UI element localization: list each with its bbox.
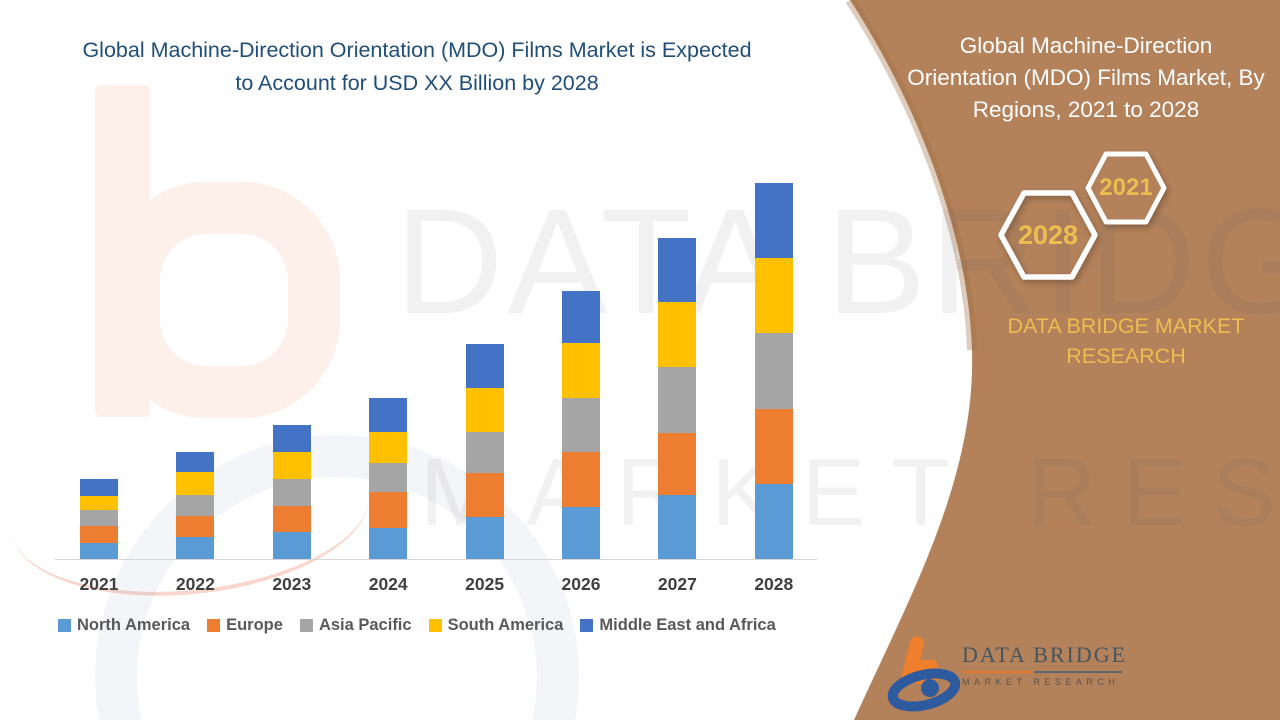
bar-segment-asia-pacific [754,333,793,409]
legend-item-south-america: South America [428,616,564,635]
legend-item-asia-pacific: Asia Pacific [299,616,412,635]
bar-segment-asia-pacific [369,463,408,492]
bar-segment-middle-east-and-africa [369,398,408,432]
bar-segment-south-america [176,472,215,495]
bar-2026 [562,291,600,559]
legend-label: North America [77,616,191,634]
legend-label: Middle East and Africa [599,616,776,634]
bar-2023 [272,425,311,559]
bar-segment-europe [658,433,697,495]
databridge-logo-icon [887,636,960,712]
legend-label: Europe [226,616,283,634]
bar-segment-middle-east-and-africa [176,452,215,472]
hexagon-2021-label: 2021 [1099,174,1153,201]
x-tick-2027: 2027 [657,574,697,594]
bar-segment-europe [562,452,600,507]
chart-title: Global Machine-Direction Orientation (MD… [82,38,752,96]
bar-segment-north-america [562,507,600,559]
hexagon-2028-label: 2028 [1017,219,1079,250]
legend-label: South America [447,616,564,634]
legend-swatch-icon [428,619,442,632]
brand-text: DATA BRIDGE MARKET RESEARCH [1007,314,1245,369]
legend-item-europe: Europe [207,616,283,635]
bar-segment-middle-east-and-africa [562,291,600,343]
bar-2027 [658,238,697,559]
bar-segment-asia-pacific [80,510,118,526]
panel-title: Global Machine-Direction Orientation (MD… [907,33,1265,122]
bar-2028 [754,183,793,559]
x-tick-2023: 2023 [272,574,312,594]
bar-segment-europe [754,409,793,484]
x-tick-2021: 2021 [79,574,119,594]
legend-swatch-icon [207,619,221,632]
x-tick-2022: 2022 [175,574,215,594]
bar-segment-asia-pacific [658,367,697,433]
logo-divider [962,671,1122,673]
logo-name: DATA BRIDGE [962,642,1128,667]
bar-segment-asia-pacific [176,495,215,516]
bar-segment-middle-east-and-africa [658,238,697,302]
bar-segment-south-america [754,258,793,333]
x-tick-2026: 2026 [561,574,601,594]
bar-segment-middle-east-and-africa [272,425,311,452]
x-axis-line [55,559,817,560]
bar-segment-europe [176,516,215,537]
x-tick-2024: 2024 [368,574,408,594]
bar-segment-middle-east-and-africa [80,479,118,496]
x-tick-2025: 2025 [465,574,505,594]
databridge-logo: DATA BRIDGE MARKET RESEARCH [886,632,1136,714]
bar-segment-europe [80,526,118,543]
bar-segment-asia-pacific [465,432,504,473]
bar-segment-asia-pacific [272,479,311,506]
bar-segment-south-america [658,302,697,367]
bar-segment-middle-east-and-africa [465,344,504,388]
bar-2024 [369,398,408,559]
bar-segment-south-america [80,496,118,510]
bar-segment-north-america [754,484,793,559]
bar-segment-south-america [465,388,504,432]
bar-segment-north-america [465,517,504,559]
bar-2022 [176,452,215,559]
legend-item-north-america: North America [58,616,190,635]
bar-segment-north-america [658,495,697,559]
legend-swatch-icon [299,619,313,632]
chart-legend: North America Europe Asia Pacific South Ame… [58,616,776,635]
bar-segment-middle-east-and-africa [754,183,793,258]
bar-segment-europe [272,506,311,532]
databridge-logo-text: DATA BRIDGE MARKET RESEARCH [962,642,1132,687]
legend-swatch-icon [58,619,71,632]
x-tick-2028: 2028 [754,574,794,594]
bar-segment-north-america [176,537,215,559]
bar-segment-north-america [272,532,311,559]
bar-2025 [465,344,504,559]
legend-swatch-icon [580,619,594,632]
hexagon-badge-2021: 2021 [1085,151,1167,225]
bar-segment-south-america [369,432,408,463]
bar-segment-north-america [80,543,118,559]
bar-segment-south-america [272,452,311,479]
bar-segment-asia-pacific [562,398,600,452]
bar-2021 [80,479,118,559]
hexagon-badge-2028: 2028 [998,190,1098,280]
bar-segment-north-america [369,528,408,559]
bar-segment-europe [465,473,504,517]
logo-tagline: MARKET RESEARCH [962,677,1120,687]
legend-label: Asia Pacific [318,616,412,634]
bar-segment-europe [369,492,408,528]
bar-segment-south-america [562,343,600,398]
legend-item-middle-east-and-africa: Middle East and Africa [580,616,776,635]
